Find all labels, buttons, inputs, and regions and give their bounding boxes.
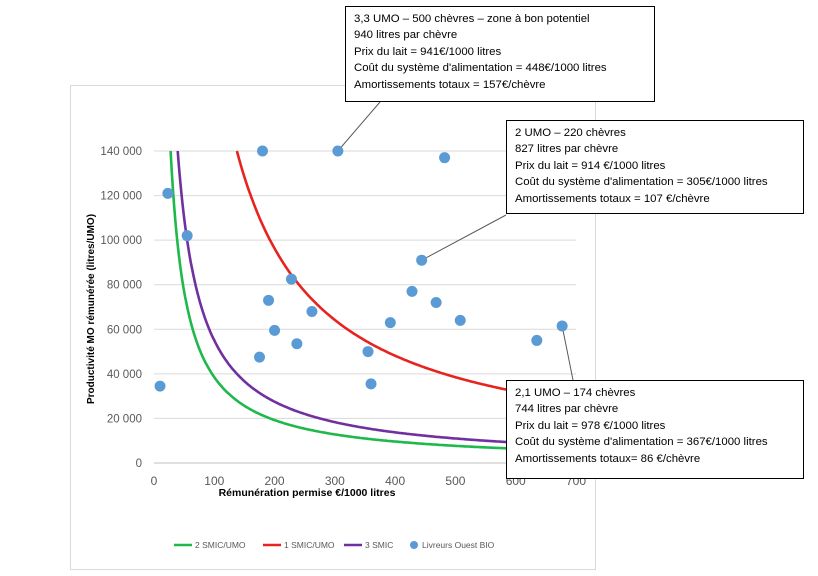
callout-line: Prix du lait = 914 €/1000 litres (515, 159, 666, 172)
legend-label: 2 SMIC/UMO (195, 540, 246, 550)
data-point (384, 317, 396, 329)
curve-3-smic (176, 150, 570, 447)
gridlines (154, 150, 576, 464)
callout-line: Prix du lait = 978 €/1000 litres (515, 419, 666, 432)
y-tick-label: 20 000 (107, 413, 142, 425)
callout-line: 744 litres par chèvre (515, 403, 619, 416)
callout-174-chevres: 2,1 UMO – 174 chèvres 744 litres par chè… (506, 380, 804, 479)
data-point (291, 338, 303, 350)
x-tick-label: 500 (445, 474, 465, 488)
data-point (430, 297, 442, 309)
x-axis-label: Rémunération permise €/1000 litres (219, 487, 396, 499)
data-point (531, 334, 543, 346)
data-point (362, 346, 374, 358)
callout-line: Coût du système d'alimentation = 367€/10… (515, 436, 768, 449)
y-tick-label: 0 (136, 458, 142, 470)
legend-swatch (410, 541, 418, 549)
data-point (556, 320, 568, 332)
data-point (365, 378, 377, 390)
callout-line: Amortissements totaux= 86 €/chèvre (515, 452, 701, 465)
x-tick-label: 0 (151, 474, 158, 488)
data-point (263, 294, 275, 306)
callout-line: Coût du système d'alimentation = 448€/10… (354, 62, 607, 75)
data-point (181, 230, 193, 242)
y-tick-label: 80 000 (107, 280, 142, 292)
callout-line: Amortissements totaux = 107 €/chèvre (515, 192, 710, 205)
data-point (406, 285, 418, 297)
leader-line (421, 214, 507, 261)
callout-line: Amortissements totaux = 157€/chèvre (354, 78, 546, 91)
callout-line: 2 UMO – 220 chèvres (515, 127, 626, 139)
data-point (254, 351, 265, 363)
data-point (332, 145, 344, 157)
data-point (439, 152, 451, 164)
leader-line (561, 325, 574, 381)
callout-line: Coût du système d'alimentation = 305€/10… (515, 176, 768, 189)
x-tick-label: 400 (385, 474, 405, 488)
callout-220-chevres: 2 UMO – 220 chèvres 827 litres par chèvr… (506, 120, 804, 214)
y-axis-label: Productivité MO rémunérée (litres/UMO) (86, 214, 97, 404)
callout-line: 3,3 UMO – 500 chèvres – zone à bon poten… (354, 13, 590, 25)
data-points (154, 145, 568, 392)
callout-line: 2,1 UMO – 174 chèvres (515, 387, 636, 399)
data-point (154, 380, 166, 392)
legend-label: 1 SMIC/UMO (284, 540, 335, 550)
x-tick-label: 200 (265, 474, 285, 488)
callout-leaders (337, 101, 574, 381)
leader-line (337, 101, 381, 152)
legend-label: Livreurs Ouest BIO (422, 540, 495, 550)
callout-line: 940 litres par chèvre (354, 29, 458, 42)
y-tick-label: 100 000 (100, 235, 142, 247)
data-point (162, 187, 174, 199)
x-tick-label: 100 (204, 474, 224, 488)
data-point (454, 314, 466, 326)
data-point (257, 145, 269, 157)
x-tick-label: 300 (325, 474, 345, 488)
data-point (416, 254, 428, 266)
data-point (285, 273, 297, 285)
callout-line: Prix du lait = 941€/1000 litres (354, 45, 502, 58)
curve-2-smic-umo (169, 150, 570, 452)
data-point (306, 305, 318, 317)
y-tick-label: 40 000 (107, 369, 142, 381)
callout-line: 827 litres par chèvre (515, 143, 619, 156)
legend: 2 SMIC/UMO 1 SMIC/UMO 3 SMIC Livreurs Ouest… (174, 540, 495, 550)
y-tick-label: 120 000 (100, 191, 142, 203)
data-point (269, 324, 281, 336)
y-tick-label: 140 000 (100, 146, 142, 158)
legend-label: 3 SMIC (365, 540, 393, 550)
y-tick-label: 60 000 (107, 324, 142, 336)
callout-500-chevres: 3,3 UMO – 500 chèvres – zone à bon poten… (345, 6, 655, 102)
